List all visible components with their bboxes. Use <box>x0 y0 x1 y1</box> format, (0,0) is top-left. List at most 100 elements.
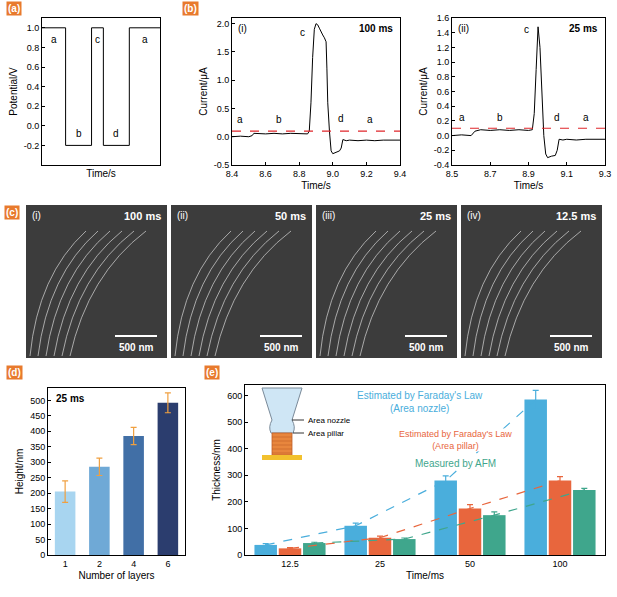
svg-text:0.4: 0.4 <box>27 82 40 92</box>
svg-text:-0.2: -0.2 <box>434 145 450 155</box>
svg-text:400: 400 <box>227 444 242 454</box>
svg-text:-0.2: -0.2 <box>24 141 40 151</box>
svg-text:a: a <box>237 114 243 125</box>
svg-text:9.0: 9.0 <box>327 169 340 179</box>
svg-text:(b): (b) <box>184 3 197 14</box>
svg-text:-0.5: -0.5 <box>214 160 230 170</box>
svg-text:d: d <box>338 113 344 124</box>
svg-text:Time/ms: Time/ms <box>406 570 444 581</box>
svg-text:50 ms: 50 ms <box>275 210 306 222</box>
svg-text:500 nm: 500 nm <box>264 342 299 353</box>
svg-text:(a): (a) <box>8 3 20 14</box>
svg-text:200: 200 <box>227 497 242 507</box>
svg-text:(i): (i) <box>238 23 247 34</box>
svg-text:4: 4 <box>131 559 136 569</box>
svg-text:Current/μA: Current/μA <box>418 67 429 116</box>
svg-text:25 ms: 25 ms <box>420 210 451 222</box>
svg-text:0.4: 0.4 <box>437 101 450 111</box>
svg-text:300: 300 <box>227 470 242 480</box>
svg-text:25 ms: 25 ms <box>569 23 598 34</box>
svg-text:(i): (i) <box>32 210 41 221</box>
svg-text:0.6: 0.6 <box>437 87 450 97</box>
svg-text:25 ms: 25 ms <box>56 393 85 404</box>
svg-text:0.0: 0.0 <box>27 121 40 131</box>
svg-text:50: 50 <box>465 559 475 569</box>
svg-text:500 nm: 500 nm <box>409 342 444 353</box>
svg-text:8.9: 8.9 <box>522 169 535 179</box>
svg-text:a: a <box>51 34 57 45</box>
svg-text:c: c <box>300 27 305 38</box>
svg-text:b: b <box>276 114 282 125</box>
svg-text:Estimated by Faraday's Law(Are: Estimated by Faraday's Law(Area nozzle) <box>357 390 483 414</box>
svg-text:(e): (e) <box>206 367 218 378</box>
svg-text:9.4: 9.4 <box>394 169 407 179</box>
svg-text:1.0: 1.0 <box>217 75 230 85</box>
svg-text:500 nm: 500 nm <box>554 342 589 353</box>
svg-text:0: 0 <box>40 550 45 560</box>
svg-text:Estimated by Faraday's Law(Are: Estimated by Faraday's Law(Area pillar) <box>399 429 512 451</box>
svg-text:Potential/V: Potential/V <box>8 67 19 116</box>
svg-text:250: 250 <box>30 473 45 483</box>
svg-text:Time/s: Time/s <box>301 180 331 191</box>
svg-text:8.4: 8.4 <box>226 169 239 179</box>
svg-text:(c): (c) <box>6 207 18 218</box>
svg-text:Thickness/nm: Thickness/nm <box>211 439 222 501</box>
svg-text:(ii): (ii) <box>177 210 188 221</box>
svg-text:Number of layers: Number of layers <box>78 570 154 581</box>
svg-text:c: c <box>95 34 100 45</box>
svg-text:0.8: 0.8 <box>27 43 40 53</box>
svg-text:b: b <box>76 128 82 139</box>
svg-text:450: 450 <box>30 411 45 421</box>
svg-text:Time/s: Time/s <box>514 180 544 191</box>
svg-text:0.8: 0.8 <box>437 72 450 82</box>
svg-text:(iii): (iii) <box>322 210 335 221</box>
svg-text:9.2: 9.2 <box>360 169 373 179</box>
svg-text:8.8: 8.8 <box>293 169 306 179</box>
svg-text:Current/μA: Current/μA <box>198 67 209 116</box>
svg-text:(iv): (iv) <box>467 210 481 221</box>
svg-text:Time/s: Time/s <box>86 168 116 179</box>
svg-text:50: 50 <box>35 535 45 545</box>
svg-text:100 ms: 100 ms <box>124 210 161 222</box>
svg-text:100: 100 <box>227 524 242 534</box>
svg-text:a: a <box>459 112 465 123</box>
svg-text:12.5 ms: 12.5 ms <box>556 210 596 222</box>
svg-text:12.5: 12.5 <box>281 559 299 569</box>
svg-text:8.6: 8.6 <box>259 169 272 179</box>
svg-text:0.0: 0.0 <box>217 132 230 142</box>
svg-text:Measured by AFM: Measured by AFM <box>415 458 496 469</box>
svg-text:8.5: 8.5 <box>446 169 459 179</box>
svg-text:0.0: 0.0 <box>437 131 450 141</box>
svg-text:1.5: 1.5 <box>217 47 230 57</box>
svg-text:a: a <box>367 114 373 125</box>
svg-text:8.7: 8.7 <box>484 169 497 179</box>
svg-text:a: a <box>142 34 148 45</box>
svg-text:0.5: 0.5 <box>217 104 230 114</box>
svg-text:100: 100 <box>30 519 45 529</box>
svg-text:0.6: 0.6 <box>27 62 40 72</box>
svg-text:d: d <box>113 128 119 139</box>
svg-text:(d): (d) <box>8 367 21 378</box>
svg-text:100 ms: 100 ms <box>359 23 393 34</box>
svg-text:0.2: 0.2 <box>27 101 40 111</box>
svg-text:d: d <box>554 112 560 123</box>
svg-text:1.0: 1.0 <box>437 57 450 67</box>
svg-text:c: c <box>524 24 529 35</box>
svg-text:1.0: 1.0 <box>27 23 40 33</box>
svg-text:1.6: 1.6 <box>437 13 450 23</box>
svg-text:9.1: 9.1 <box>560 169 573 179</box>
svg-text:Area nozzle: Area nozzle <box>308 416 351 425</box>
svg-text:25: 25 <box>375 559 385 569</box>
svg-text:600: 600 <box>227 391 242 401</box>
svg-text:1.2: 1.2 <box>437 43 450 53</box>
svg-text:0.2: 0.2 <box>437 116 450 126</box>
svg-text:-0.4: -0.4 <box>434 160 450 170</box>
svg-text:2: 2 <box>97 559 102 569</box>
svg-text:Area pillar: Area pillar <box>308 429 344 438</box>
svg-text:500: 500 <box>227 417 242 427</box>
svg-text:9.3: 9.3 <box>599 169 612 179</box>
svg-text:1.4: 1.4 <box>437 28 450 38</box>
svg-text:Height/nm: Height/nm <box>14 449 25 495</box>
svg-text:150: 150 <box>30 504 45 514</box>
svg-text:(ii): (ii) <box>458 23 469 34</box>
